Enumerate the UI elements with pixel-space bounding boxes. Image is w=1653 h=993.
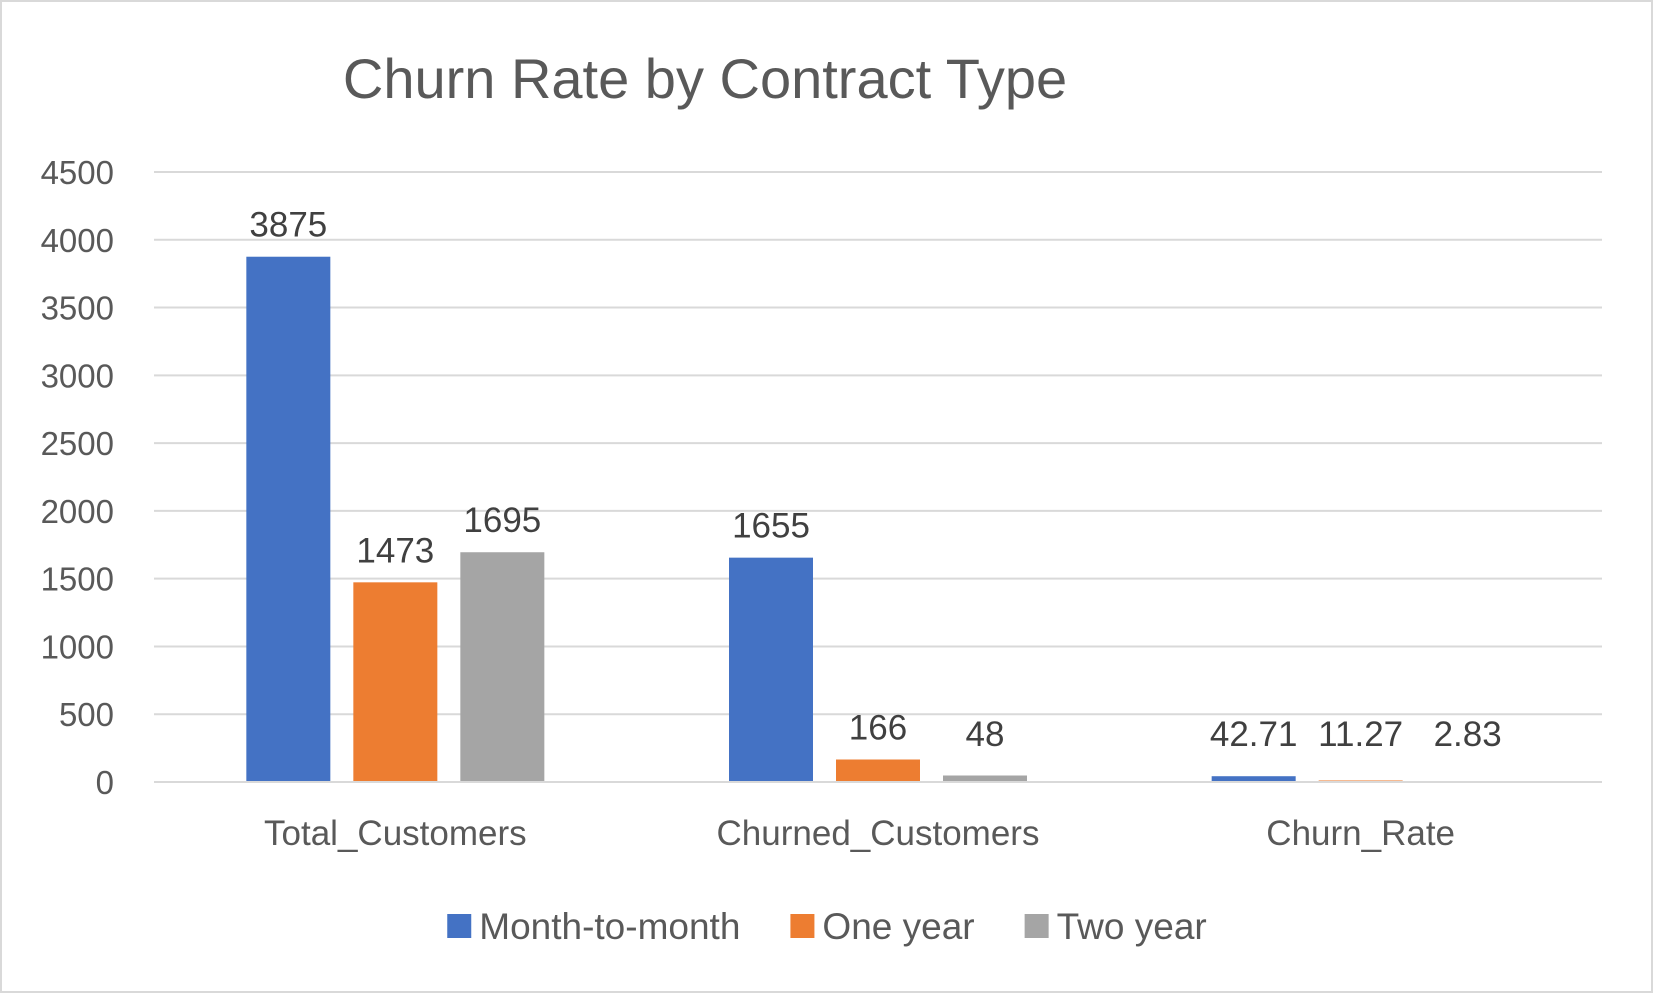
y-tick-label: 0 bbox=[96, 764, 114, 801]
y-tick-label: 1500 bbox=[41, 561, 114, 598]
data-label: 2.83 bbox=[1434, 715, 1502, 754]
x-axis-category-labels: Total_Customers Churned_Customers Churn_Ra… bbox=[264, 814, 1455, 853]
legend-label: Month-to-month bbox=[479, 906, 740, 947]
data-label: 3875 bbox=[249, 206, 327, 245]
bar-two-year-total-customers bbox=[460, 552, 545, 782]
x-tick-label: Churned_Customers bbox=[717, 814, 1040, 853]
x-tick-label: Total_Customers bbox=[264, 814, 527, 853]
data-label: 1473 bbox=[356, 531, 434, 570]
y-tick-label: 4500 bbox=[41, 154, 114, 191]
y-tick-label: 1000 bbox=[41, 628, 114, 665]
y-tick-label: 4000 bbox=[41, 222, 114, 259]
legend: Month-to-month One year Two year bbox=[447, 906, 1207, 947]
y-axis-tick-labels: 0 500 1000 1500 2000 2500 3000 3500 4000 4500 bbox=[41, 154, 114, 801]
y-tick-label: 500 bbox=[59, 696, 114, 733]
legend-swatch bbox=[790, 914, 815, 938]
legend-swatch bbox=[447, 914, 472, 938]
legend-label: Two year bbox=[1057, 906, 1207, 947]
y-tick-label: 2000 bbox=[41, 493, 114, 530]
data-label: 48 bbox=[966, 715, 1005, 754]
data-label: 166 bbox=[849, 708, 907, 747]
bar-one-year-churned-customers bbox=[836, 759, 920, 782]
bar-month-to-month-churned-customers bbox=[729, 557, 813, 782]
y-tick-label: 3000 bbox=[41, 357, 114, 394]
data-label: 42.71 bbox=[1210, 715, 1298, 754]
data-label: 1695 bbox=[463, 501, 541, 540]
y-tick-label: 3500 bbox=[41, 290, 114, 327]
bar-month-to-month-churn-rate bbox=[1211, 776, 1296, 782]
data-label: 11.27 bbox=[1318, 715, 1403, 754]
bar-month-to-month-total-customers bbox=[246, 256, 331, 782]
bar-one-year-total-customers bbox=[353, 582, 438, 782]
bars bbox=[246, 256, 1510, 782]
x-tick-label: Churn_Rate bbox=[1266, 814, 1455, 853]
legend-label: One year bbox=[822, 906, 974, 947]
data-labels: 3875 1473 1695 1655 166 48 42.71 11.27 2.83 bbox=[249, 206, 1501, 754]
bar-two-year-churned-customers bbox=[943, 775, 1027, 782]
data-label: 1655 bbox=[732, 507, 810, 546]
chart-title: Churn Rate by Contract Type bbox=[343, 47, 1067, 110]
y-tick-label: 2500 bbox=[41, 425, 114, 462]
legend-swatch bbox=[1024, 914, 1049, 938]
